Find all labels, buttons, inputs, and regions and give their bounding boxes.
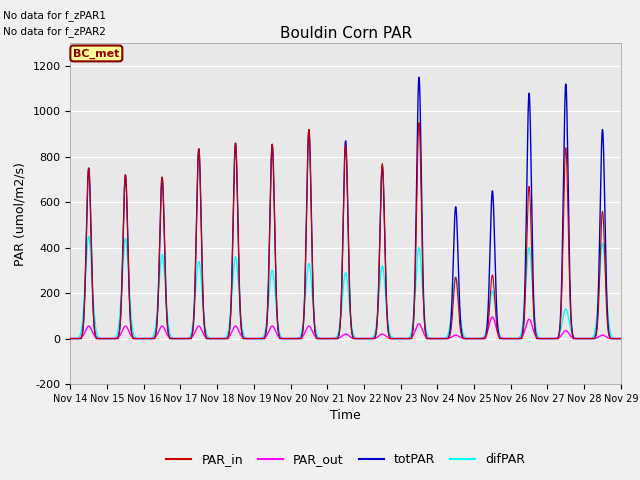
- Text: No data for f_zPAR1: No data for f_zPAR1: [3, 10, 106, 21]
- Legend: PAR_in, PAR_out, totPAR, difPAR: PAR_in, PAR_out, totPAR, difPAR: [161, 448, 530, 471]
- X-axis label: Time: Time: [330, 409, 361, 422]
- Text: No data for f_zPAR2: No data for f_zPAR2: [3, 26, 106, 37]
- Title: Bouldin Corn PAR: Bouldin Corn PAR: [280, 25, 412, 41]
- Text: BC_met: BC_met: [73, 48, 120, 59]
- Y-axis label: PAR (umol/m2/s): PAR (umol/m2/s): [14, 162, 27, 265]
